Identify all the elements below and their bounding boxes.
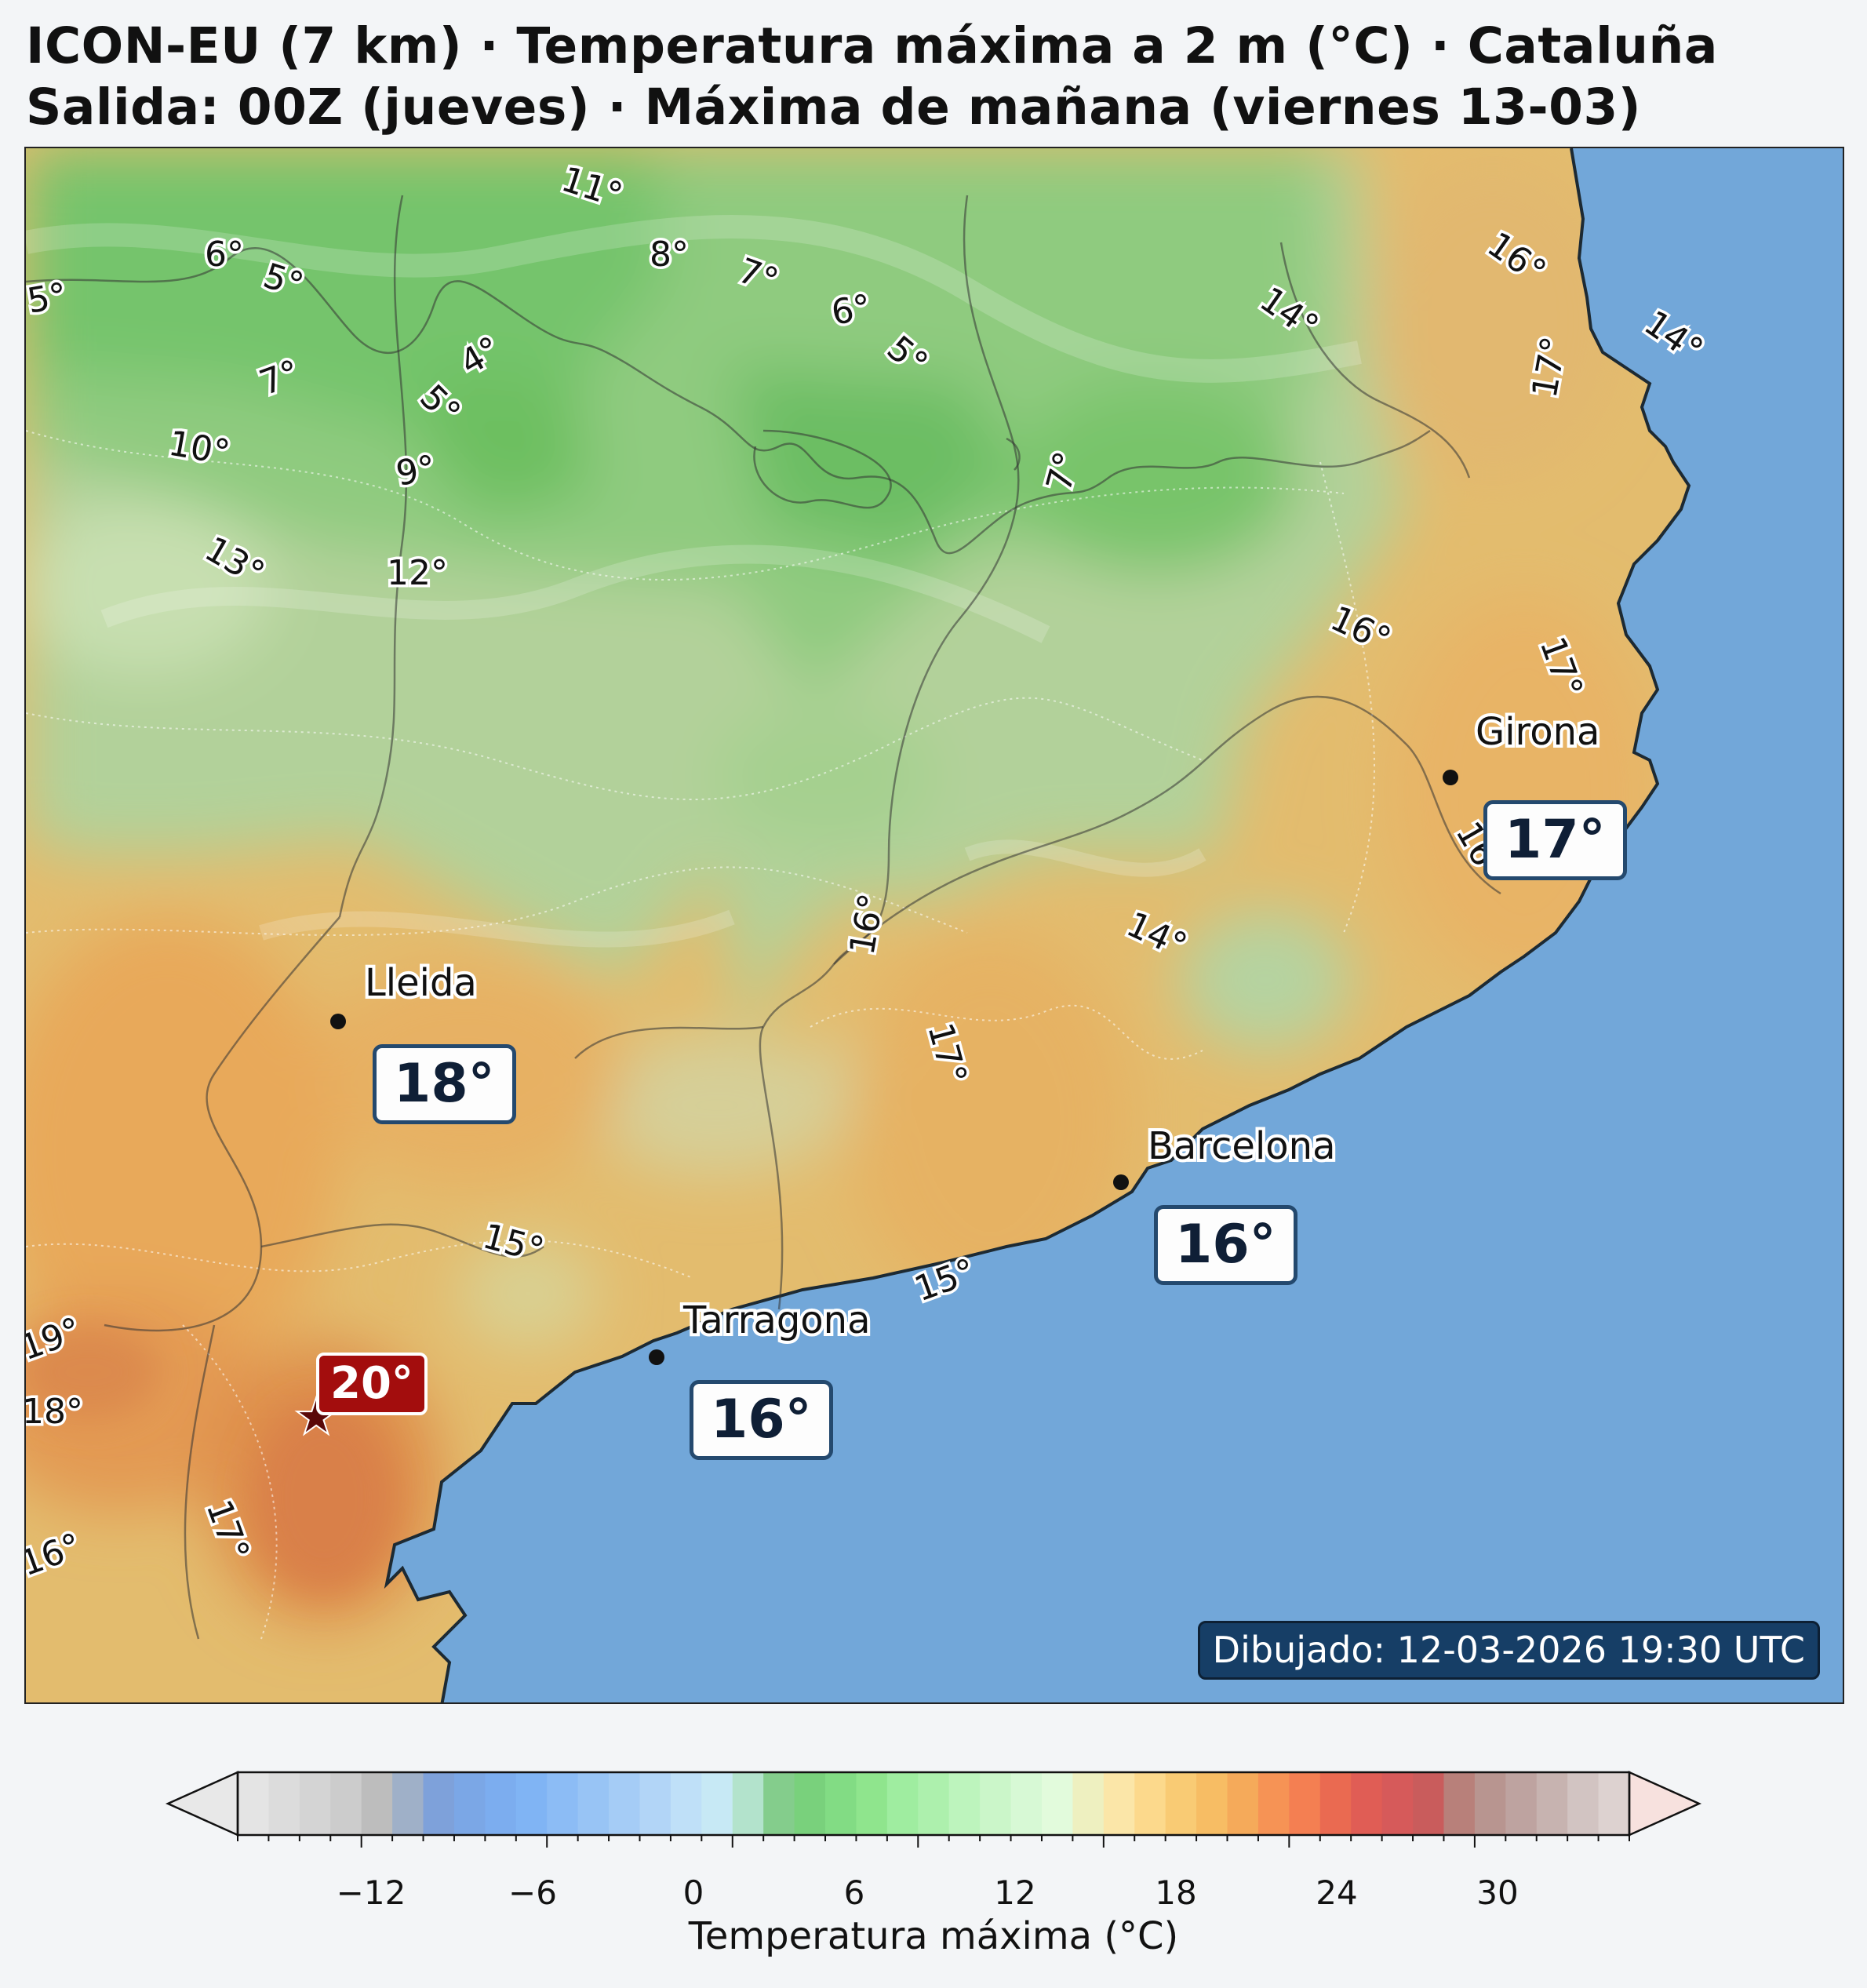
colorbar-swatch	[1103, 1772, 1136, 1835]
colorbar-tick-marks	[237, 1835, 1630, 1848]
colorbar-swatch	[1443, 1772, 1476, 1835]
colorbar-swatch	[918, 1772, 950, 1835]
city-name-girona: Girona	[1476, 710, 1600, 754]
colorbar-swatch	[1536, 1772, 1568, 1835]
admin-borders	[26, 195, 1501, 1640]
colorbar-swatch	[577, 1772, 610, 1835]
colorbar-swatch	[825, 1772, 857, 1835]
city-name-lleida: Lleida	[365, 961, 477, 1005]
colorbar-swatch	[1041, 1772, 1074, 1835]
colorbar-swatch	[1319, 1772, 1352, 1835]
colorbar-swatch	[1413, 1772, 1445, 1835]
colorbar-swatch	[856, 1772, 888, 1835]
contour-label: 6°	[205, 235, 244, 275]
colorbar-swatch	[1289, 1772, 1321, 1835]
city-temp-lleida: 18°	[373, 1044, 516, 1124]
colorbar-swatch	[299, 1772, 332, 1835]
contour-label: 6°	[828, 287, 874, 333]
colorbar-swatch	[1351, 1772, 1383, 1835]
colorbar-swatch	[732, 1772, 764, 1835]
hot-spot	[26, 1325, 395, 1592]
isotherm-lines	[26, 430, 1375, 1640]
chart-title-line1: ICON-EU (7 km) · Temperatura máxima a 2 …	[26, 17, 1718, 75]
colorbar-swatch	[1505, 1772, 1538, 1835]
colorbar-swatch	[1196, 1772, 1228, 1835]
colorbar-swatch	[1072, 1772, 1105, 1835]
colorbar-swatch	[1381, 1772, 1414, 1835]
contour-label: 8°	[650, 235, 689, 275]
coastline	[384, 148, 1691, 1702]
colorbar-swatch	[948, 1772, 981, 1835]
colorbar-swatch	[330, 1772, 362, 1835]
colorbar-swatch	[794, 1772, 826, 1835]
map-panel: 11° 6° 5° 5° 8° 7° 6° 5° 4° 5° 7° 10° 9°…	[24, 147, 1844, 1704]
contour-label: 18°	[26, 1392, 83, 1432]
colorbar-tick-label: −12	[336, 1873, 406, 1912]
colorbar-swatch	[670, 1772, 703, 1835]
colorbar-swatch	[1165, 1772, 1197, 1835]
colorbar-tick-label: −6	[508, 1873, 557, 1912]
city-dot-barcelona	[1113, 1174, 1129, 1190]
colorbar-swatch	[886, 1772, 919, 1835]
colorbar-swatch	[609, 1772, 641, 1835]
city-temp-barcelona: 16°	[1154, 1205, 1297, 1285]
colorbar-tick-label: 12	[994, 1873, 1036, 1912]
colorbar-tick-label: 24	[1316, 1873, 1358, 1912]
colorbar-swatch	[361, 1772, 393, 1835]
colorbar-under-arrow	[165, 1771, 239, 1837]
colorbar-swatch	[453, 1772, 486, 1835]
contour-label: 9°	[393, 448, 439, 494]
colorbar-swatch	[238, 1772, 270, 1835]
colorbar-swatch	[980, 1772, 1012, 1835]
drawn-timestamp: Dibujado: 12-03-2026 19:30 UTC	[1197, 1621, 1820, 1680]
colorbar-swatch	[763, 1772, 795, 1835]
city-dot-girona	[1443, 770, 1458, 785]
colorbar-tick-label: 0	[682, 1873, 704, 1912]
colorbar-swatch	[1227, 1772, 1259, 1835]
city-name-barcelona: Barcelona	[1148, 1124, 1335, 1168]
colorbar-label: Temperatura máxima (°C)	[688, 1914, 1179, 1958]
colorbar-frame	[236, 1771, 1631, 1837]
colorbar-graphic	[165, 1771, 1702, 1848]
colorbar-swatch	[392, 1772, 424, 1835]
temperature-map: 11° 6° 5° 5° 8° 7° 6° 5° 4° 5° 7° 10° 9°…	[26, 148, 1843, 1702]
colorbar-swatch	[547, 1772, 579, 1835]
city-markers: Lleida Barcelona Tarragona Girona ★	[295, 707, 1603, 1444]
hillshade	[26, 215, 1362, 948]
colorbar-swatch	[485, 1772, 517, 1835]
colorbar-over-arrow	[1628, 1771, 1702, 1837]
colorbar-swatch	[1474, 1772, 1507, 1835]
temperature-field	[26, 148, 1658, 1623]
colorbar-tick-label: 18	[1155, 1873, 1197, 1912]
city-dot-tarragona	[649, 1349, 664, 1365]
colorbar-swatches	[238, 1772, 1630, 1835]
contour-label: 12°	[387, 553, 448, 593]
city-temp-girona: 17°	[1483, 800, 1627, 880]
colorbar-swatch	[1598, 1772, 1630, 1835]
colorbar-tick-label: 30	[1476, 1873, 1519, 1912]
contour-label: 5°	[26, 275, 70, 322]
colorbar-swatch	[268, 1772, 300, 1835]
colorbar-swatch	[701, 1772, 733, 1835]
colorbar-swatch	[423, 1772, 455, 1835]
chart-title-line2: Salida: 00Z (jueves) · Máxima de mañana …	[26, 78, 1642, 136]
city-temp-tarragona: 16°	[690, 1380, 833, 1460]
colorbar-tick-label: 6	[843, 1873, 865, 1912]
colorbar: −12 −6 0 6 12 18 24 30 Temperatura máxim…	[0, 1761, 1867, 1988]
colorbar-swatch	[1567, 1772, 1600, 1835]
city-dot-lleida	[330, 1014, 346, 1029]
colorbar-swatch	[1134, 1772, 1166, 1835]
max-temp-badge: 20°	[316, 1353, 428, 1415]
colorbar-swatch	[1257, 1772, 1290, 1835]
colorbar-swatch	[515, 1772, 548, 1835]
city-name-tarragona: Tarragona	[682, 1298, 871, 1342]
sea	[387, 148, 1843, 1702]
colorbar-swatch	[1010, 1772, 1043, 1835]
colorbar-swatch	[639, 1772, 671, 1835]
